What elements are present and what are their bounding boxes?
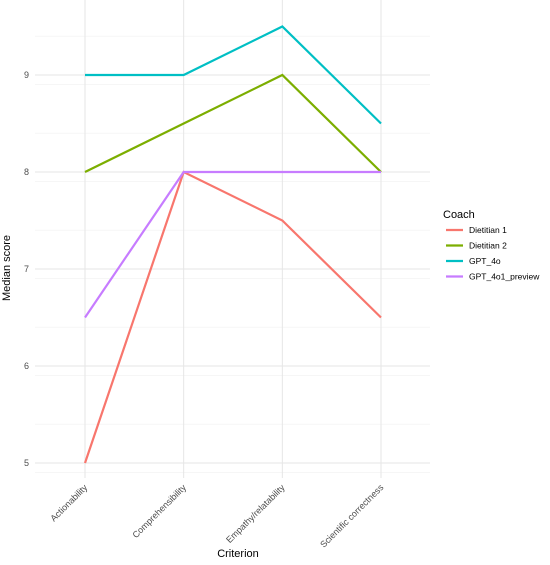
series-line <box>84 170 381 319</box>
grid-lines <box>35 0 430 478</box>
y-axis-title: Median score <box>1 235 13 301</box>
series-lines <box>83 25 382 464</box>
legend-label: GPT_4o <box>469 256 501 266</box>
y-tick-label: 8 <box>24 167 29 177</box>
x-tick-label: Comprehensibility <box>130 482 188 540</box>
series-line <box>85 25 382 125</box>
x-tick-label: Scientific correctness <box>318 482 386 550</box>
y-tick-label: 5 <box>24 458 29 468</box>
y-axis-ticks: 5 6 7 8 9 <box>24 70 29 468</box>
legend-title: Coach <box>443 209 475 221</box>
series-line <box>84 73 382 173</box>
legend-label: GPT_4o1_preview <box>469 272 540 282</box>
series-line <box>83 170 382 464</box>
x-axis-ticks: Actionability Comprehensibility Empathy/re… <box>48 482 385 550</box>
x-tick-label: Actionability <box>48 482 89 523</box>
y-tick-label: 7 <box>24 264 29 274</box>
y-tick-label: 6 <box>24 361 29 371</box>
y-tick-label: 9 <box>24 70 29 80</box>
legend-label: Dietitian 2 <box>469 241 507 251</box>
x-tick-label: Empathy/relatability <box>224 482 287 545</box>
legend: Coach Dietitian 1 Dietitian 2 GPT_4o GPT_4o… <box>443 209 540 282</box>
x-axis-title: Criterion <box>217 548 259 560</box>
legend-label: Dietitian 1 <box>469 225 507 235</box>
